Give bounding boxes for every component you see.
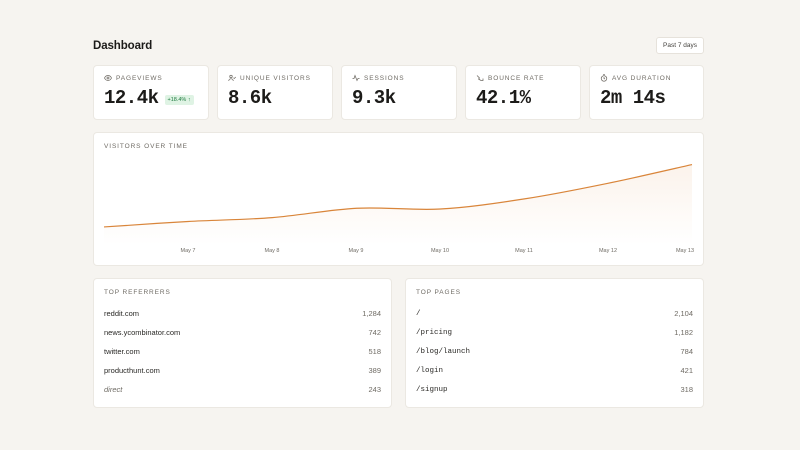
stat-label: AVG DURATION <box>612 74 672 82</box>
activity-icon <box>352 74 360 82</box>
stat-card-bounce-rate: BOUNCE RATE 42.1% <box>465 65 581 120</box>
page-path: /pricing <box>416 328 453 337</box>
visitors-chart-card: VISITORS OVER TIME May 7 May 8 May 9 May 10… <box>93 132 704 266</box>
stat-card-unique-visitors: UNIQUE VISITORS 8.6k <box>217 65 333 120</box>
referrer-name: producthunt.com <box>104 366 160 375</box>
timer-icon <box>600 74 608 82</box>
x-tick-label: May 12 <box>599 248 617 254</box>
top-pages-card: TOP PAGES / 2,104 /pricing 1,182 /blog/l… <box>405 278 704 408</box>
list-item[interactable]: /pricing 1,182 <box>416 323 693 342</box>
stat-label-row: UNIQUE VISITORS <box>228 74 322 82</box>
stat-label: UNIQUE VISITORS <box>240 74 311 82</box>
x-tick-label: May 8 <box>265 248 280 254</box>
page-count: 421 <box>680 366 693 375</box>
list-item[interactable]: / 2,104 <box>416 304 693 323</box>
list-item[interactable]: direct 243 <box>104 380 381 399</box>
stat-label-row: BOUNCE RATE <box>476 74 570 82</box>
stat-value: 42.1% <box>476 87 531 109</box>
stat-value: 8.6k <box>228 87 272 109</box>
x-tick-label: May 9 <box>349 248 364 254</box>
list-item[interactable]: news.ycombinator.com 742 <box>104 323 381 342</box>
page-path: / <box>416 309 421 318</box>
referrer-name: news.ycombinator.com <box>104 328 181 337</box>
x-tick-label: May 11 <box>515 248 533 254</box>
eye-icon <box>104 75 112 81</box>
page-path: /login <box>416 366 444 375</box>
page-count: 2,104 <box>674 309 693 318</box>
users-icon <box>228 74 236 82</box>
dashboard-header: Dashboard Past 7 days <box>93 37 704 54</box>
chart-title: VISITORS OVER TIME <box>104 143 188 150</box>
x-tick-label: May 10 <box>431 248 449 254</box>
stat-label-row: AVG DURATION <box>600 74 693 82</box>
stat-card-avg-duration: AVG DURATION 2m 14s <box>589 65 704 120</box>
list-item[interactable]: producthunt.com 389 <box>104 361 381 380</box>
referrer-name: twitter.com <box>104 347 140 356</box>
x-tick-label: May 7 <box>181 248 196 254</box>
list-item[interactable]: /blog/launch 784 <box>416 342 693 361</box>
stat-label: PAGEVIEWS <box>116 74 163 82</box>
page-count: 784 <box>680 347 693 356</box>
list-item[interactable]: /signup 318 <box>416 380 693 399</box>
x-tick-label: May 13 <box>676 248 694 254</box>
page-title: Dashboard <box>93 39 153 52</box>
pages-title: TOP PAGES <box>416 289 461 296</box>
referrer-count: 518 <box>368 347 381 356</box>
page-count: 1,182 <box>674 328 693 337</box>
delta-badge: +18.4% ↑ <box>164 95 194 105</box>
list-item[interactable]: /login 421 <box>416 361 693 380</box>
chart-area-fill <box>104 164 692 245</box>
stat-card-pageviews: PAGEVIEWS 12.4k +18.4% ↑ <box>93 65 209 120</box>
referrer-count: 1,284 <box>362 309 381 318</box>
referrer-name: direct <box>104 385 123 394</box>
referrer-name: reddit.com <box>104 309 140 318</box>
referrer-count: 389 <box>368 366 381 375</box>
bounce-icon <box>476 75 484 81</box>
list-item[interactable]: twitter.com 518 <box>104 342 381 361</box>
referrers-title: TOP REFERRERS <box>104 289 171 296</box>
visitors-chart: May 7 May 8 May 9 May 10 May 11 May 12 May 13 <box>103 163 695 254</box>
stat-value: 9.3k <box>352 87 396 109</box>
stat-value: 2m 14s <box>600 87 666 109</box>
referrer-count: 742 <box>368 328 381 337</box>
x-axis-ticks: May 7 May 8 May 9 May 10 May 11 May 12 May 13 <box>181 248 695 254</box>
stat-label: BOUNCE RATE <box>488 74 545 82</box>
top-referrers-card: TOP REFERRERS reddit.com 1,284 news.ycom… <box>93 278 392 408</box>
date-range-button[interactable]: Past 7 days <box>656 37 704 54</box>
stat-label: SESSIONS <box>364 74 405 82</box>
chart-series-line <box>103 163 693 228</box>
referrer-count: 243 <box>368 385 381 394</box>
page-count: 318 <box>680 385 693 394</box>
page-path: /signup <box>416 385 448 394</box>
stat-label-row: SESSIONS <box>352 74 446 82</box>
page-path: /blog/launch <box>416 347 471 356</box>
stat-card-sessions: SESSIONS 9.3k <box>341 65 457 120</box>
stat-value: 12.4k <box>104 87 159 109</box>
list-item[interactable]: reddit.com 1,284 <box>104 304 381 323</box>
stat-label-row: PAGEVIEWS <box>104 74 198 82</box>
